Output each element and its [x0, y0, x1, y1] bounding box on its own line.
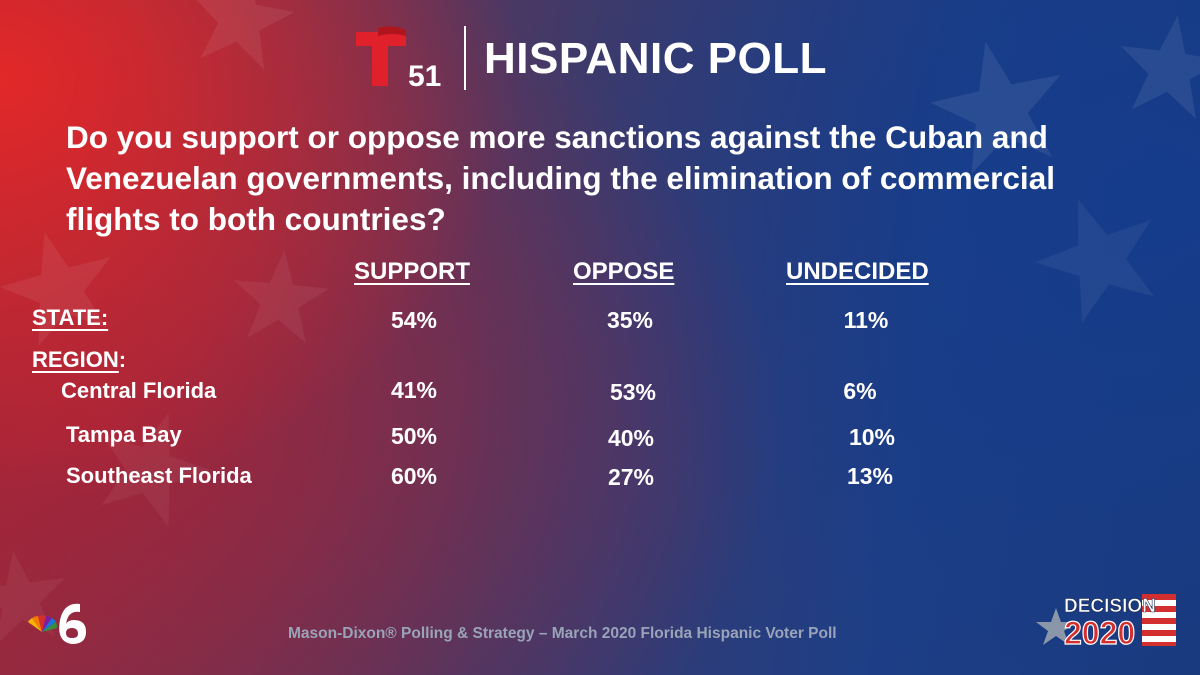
- column-header-support: SUPPORT: [354, 258, 471, 285]
- state-label: STATE:: [32, 305, 109, 330]
- tampa-bay-undecided: 10%: [848, 424, 896, 450]
- state-oppose-value: 35%: [606, 307, 654, 333]
- state-support-value: 54%: [390, 307, 438, 333]
- region-label-colon: :: [118, 347, 127, 372]
- region-label: REGION:: [32, 347, 126, 373]
- region-label-text: REGION: [32, 347, 119, 372]
- region-name-southeast-florida: Southeast Florida: [66, 463, 252, 488]
- logo-number: 51: [408, 60, 441, 92]
- central-florida-undecided: 6%: [843, 378, 877, 404]
- nbc6-logo: [28, 603, 86, 644]
- southeast-florida-oppose: 27%: [607, 464, 655, 490]
- poll-question: Do you support or oppose more sanctions …: [66, 119, 1055, 237]
- telemundo-51-logo: 51: [356, 26, 441, 92]
- poll-title: HISPANIC POLL: [484, 34, 828, 83]
- column-header-undecided: UNDECIDED: [786, 258, 929, 285]
- footer-source: Mason-Dixon® Polling & Strategy – March …: [288, 625, 837, 642]
- column-header-oppose: OPPOSE: [573, 258, 675, 285]
- decision-word: DECISION: [1064, 596, 1156, 617]
- region-name-tampa-bay: Tampa Bay: [66, 422, 182, 447]
- logo-divider: [464, 26, 466, 90]
- central-florida-support: 41%: [390, 377, 438, 403]
- state-undecided-value: 11%: [843, 307, 889, 333]
- region-name-central-florida: Central Florida: [61, 378, 217, 403]
- central-florida-oppose: 53%: [609, 379, 657, 405]
- southeast-florida-undecided: 13%: [846, 463, 894, 489]
- decision-year: 2020: [1064, 615, 1135, 650]
- southeast-florida-support: 60%: [390, 463, 438, 489]
- tampa-bay-support: 50%: [390, 423, 438, 449]
- tampa-bay-oppose: 40%: [607, 425, 655, 451]
- decision-2020-logo: DECISION 2020: [1036, 594, 1176, 650]
